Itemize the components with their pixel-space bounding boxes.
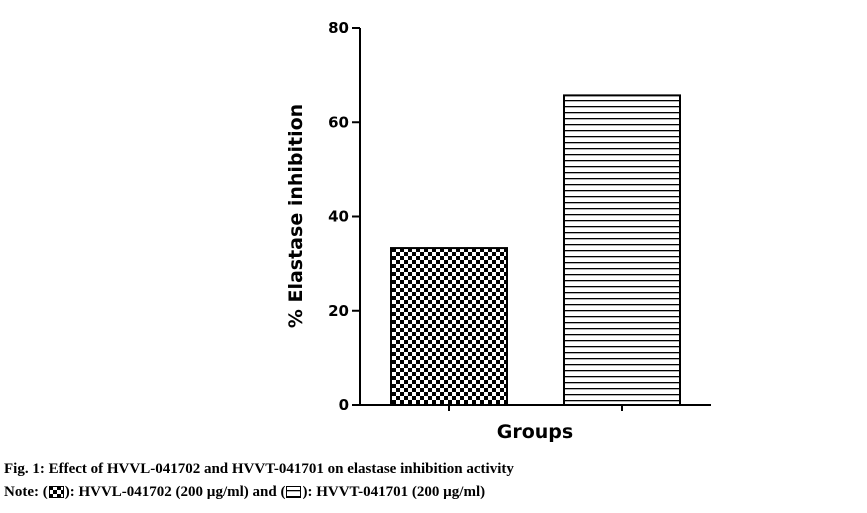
y-axis-title: % Elastase inhibition — [285, 104, 307, 328]
figure-note: Note: ( ): HVVL-041702 (200 µg/ml) and ()… — [4, 483, 485, 501]
note-prefix: Note: ( — [4, 484, 48, 500]
checker-pattern-icon — [48, 486, 64, 498]
note-series-2: ): HVVT-041701 (200 µg/ml) — [302, 484, 486, 500]
y-tick-label-80: 80 — [328, 19, 349, 37]
y-tick-label-60: 60 — [328, 113, 349, 131]
figure-caption: Fig. 1: Effect of HVVL-041702 and HVVT-0… — [4, 461, 514, 477]
y-tick-label-20: 20 — [328, 302, 349, 320]
bar-1 — [390, 247, 508, 406]
x-axis-title: Groups — [497, 421, 573, 443]
elastase-chart: 0 20 40 60 80 Groups % Elastase inhibition — [285, 19, 711, 443]
bars-group — [390, 94, 681, 406]
note-series-1: ): HVVL-041702 (200 µg/ml) and ( — [64, 484, 286, 500]
bar-2 — [563, 94, 681, 406]
horizontal-lines-pattern-icon — [286, 486, 302, 498]
axes-group: 0 20 40 60 80 — [328, 19, 711, 414]
y-tick-label-40: 40 — [328, 208, 349, 226]
y-tick-label-0: 0 — [339, 396, 349, 414]
